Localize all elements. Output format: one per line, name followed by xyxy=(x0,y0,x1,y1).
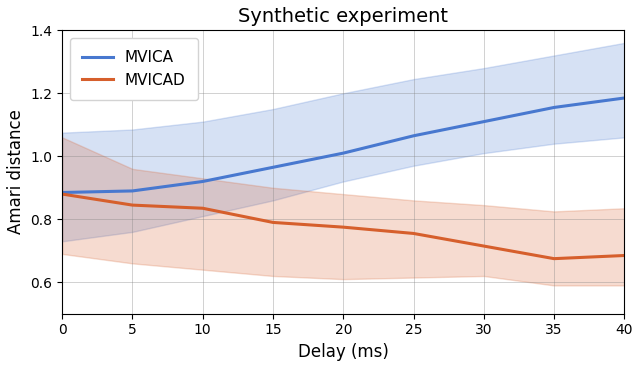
MVICA xyxy=(550,105,558,110)
MVICAD xyxy=(410,231,417,236)
Line: MVICA: MVICA xyxy=(62,98,624,192)
MVICA xyxy=(269,165,277,170)
MVICA xyxy=(199,179,207,184)
MVICAD xyxy=(199,206,207,210)
MVICAD xyxy=(550,256,558,261)
Legend: MVICA, MVICAD: MVICA, MVICAD xyxy=(70,38,198,100)
MVICAD xyxy=(58,192,66,196)
Line: MVICAD: MVICAD xyxy=(62,194,624,259)
MVICA xyxy=(339,151,347,155)
MVICAD xyxy=(129,203,136,207)
MVICAD xyxy=(339,225,347,229)
MVICAD xyxy=(480,244,488,248)
MVICA xyxy=(129,189,136,193)
Title: Synthetic experiment: Synthetic experiment xyxy=(238,7,448,26)
MVICA xyxy=(480,120,488,124)
MVICA xyxy=(620,96,628,100)
MVICA xyxy=(410,134,417,138)
Y-axis label: Amari distance: Amari distance xyxy=(7,110,25,234)
MVICA xyxy=(58,190,66,195)
MVICAD xyxy=(620,253,628,258)
X-axis label: Delay (ms): Delay (ms) xyxy=(298,343,388,361)
MVICAD xyxy=(269,220,277,224)
